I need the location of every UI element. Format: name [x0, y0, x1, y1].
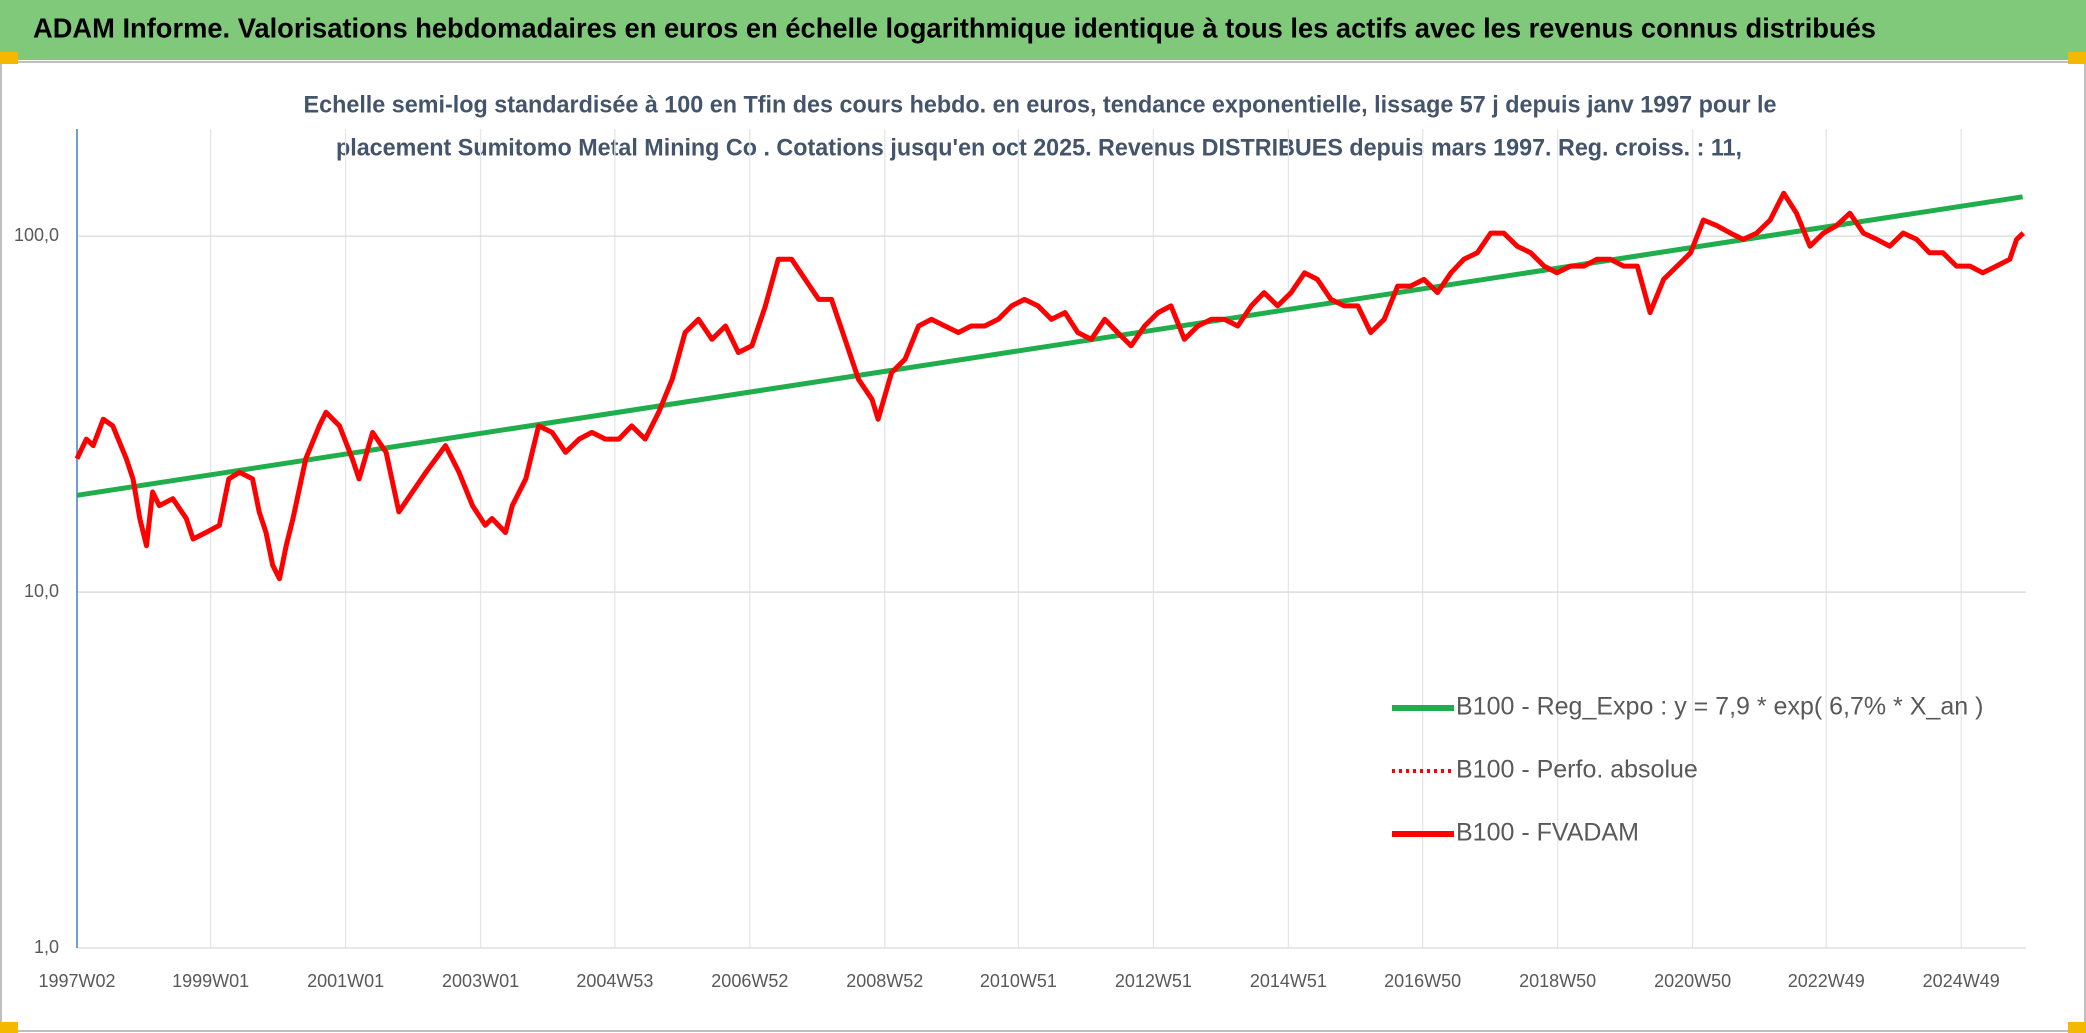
legend-label: B100 - Perfo. absolue — [1456, 756, 1698, 784]
y-tick-label: 10,0 — [24, 581, 59, 601]
x-tick-label: 2010W51 — [980, 971, 1057, 991]
series-line — [74, 190, 2026, 582]
legend-label: B100 - FVADAM — [1456, 819, 1639, 847]
x-tick-label: 2012W51 — [1115, 971, 1192, 991]
x-tick-label: 2020W50 — [1654, 971, 1731, 991]
chart-title: ADAM Informe. Valorisations hebdomadaire… — [33, 12, 1876, 43]
y-tick-label: 1,0 — [34, 937, 59, 957]
x-tick-label: 1999W01 — [172, 971, 249, 991]
chart-subtitle: placement Sumitomo Metal Mining Co . Cot… — [336, 134, 1742, 161]
x-tick-label: 2003W01 — [442, 971, 519, 991]
x-tick-label: 2018W50 — [1519, 971, 1596, 991]
corner-mark — [0, 1022, 18, 1033]
series-line — [76, 194, 2023, 498]
legend-label: B100 - Reg_Expo : y = 7,9 * exp( 6,7% * … — [1456, 693, 1983, 721]
x-tick-label: 2001W01 — [307, 971, 384, 991]
y-tick-label: 100,0 — [14, 225, 59, 245]
corner-mark — [2068, 52, 2086, 64]
corner-mark — [2068, 1022, 2086, 1033]
x-tick-label: 2008W52 — [846, 971, 923, 991]
corner-mark — [0, 52, 18, 64]
chart-subtitle: Echelle semi-log standardisée à 100 en T… — [304, 91, 1777, 118]
x-tick-label: 2016W50 — [1384, 971, 1461, 991]
x-tick-label: 2004W53 — [576, 971, 653, 991]
x-tick-label: 2022W49 — [1788, 971, 1865, 991]
header-bar — [0, 0, 2086, 60]
chart-frame — [0, 61, 2086, 1032]
x-tick-label: 1997W02 — [38, 971, 115, 991]
x-tick-label: 2006W52 — [711, 971, 788, 991]
x-tick-label: 2024W49 — [1923, 971, 2000, 991]
x-tick-label: 2014W51 — [1250, 971, 1327, 991]
